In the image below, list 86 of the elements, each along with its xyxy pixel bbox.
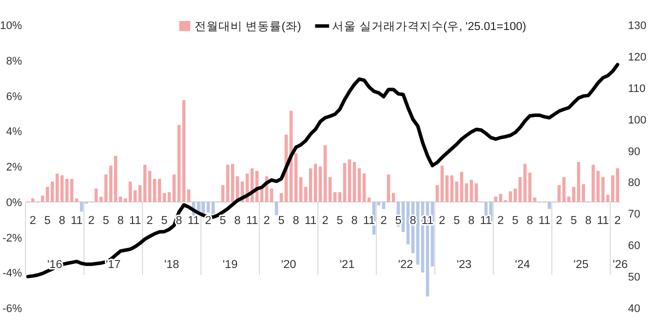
annotation: '18	[164, 259, 180, 271]
bar	[548, 202, 551, 209]
x-tick-label: 2	[322, 214, 328, 227]
bar	[557, 185, 561, 202]
bar	[138, 185, 142, 202]
x-tick-label: 11	[304, 214, 317, 227]
bar	[523, 164, 527, 202]
annotation: '25	[574, 259, 589, 271]
bar	[80, 202, 84, 212]
x-tick-label: 11	[596, 214, 609, 227]
x-tick-label: 2	[264, 214, 270, 227]
x-tick-label: 11	[363, 214, 376, 227]
bar	[31, 198, 34, 202]
x-tick-label: 8	[234, 214, 241, 227]
x-tick-label: 8	[468, 214, 475, 227]
x-tick-label: 11	[480, 214, 492, 227]
y-tick-label: -4%	[2, 268, 22, 280]
bar	[40, 196, 44, 202]
x-tick-label: 2	[30, 214, 36, 227]
y-tick-label: 0%	[6, 196, 22, 209]
annotation: '21	[340, 259, 355, 271]
x-tick-label: 2	[380, 214, 387, 227]
x-tick-label: 5	[570, 214, 577, 227]
annotation: '22	[398, 259, 414, 271]
y2-tick-label: 120	[628, 51, 646, 64]
y-tick-label: -2%	[2, 232, 22, 244]
annotation: '26	[612, 259, 628, 271]
x-tick-label: 5	[161, 214, 168, 227]
bar	[445, 175, 449, 202]
bar	[392, 193, 396, 202]
x-tick-label: 5	[44, 214, 51, 227]
y2-tick-label: 60	[628, 240, 640, 252]
x-tick-label: 5	[512, 214, 518, 227]
x-tick-label: 2	[556, 214, 562, 227]
y2-tick-label: 70	[628, 208, 640, 221]
bar	[386, 174, 390, 202]
bar	[177, 124, 181, 202]
bar	[118, 196, 122, 202]
x-tick-label: 11	[538, 214, 550, 227]
legend-label: 전월대비 변동률(좌)	[194, 21, 302, 33]
y2-tick-label: 80	[628, 177, 640, 190]
x-tick-label: 2	[146, 214, 153, 227]
annotation: '20	[281, 259, 296, 271]
x-tick-label: 5	[102, 214, 110, 227]
y-tick-label: 2%	[6, 162, 22, 174]
x-tick-label: 11	[422, 214, 434, 227]
bar	[582, 184, 586, 202]
y2-tick-label: 40	[628, 303, 640, 315]
y2-tick-label: 50	[628, 272, 640, 284]
bar	[158, 178, 162, 202]
y2-tick-label: 110	[628, 82, 646, 95]
annotation: '23	[456, 259, 472, 271]
x-tick-label: 2	[438, 214, 446, 227]
y-tick-label: 8%	[6, 55, 22, 68]
x-tick-label: 8	[351, 214, 358, 227]
y2-tick-label: 130	[628, 20, 646, 32]
legend-label: 서울 실거래가격지수(우, '25.01=100)	[332, 21, 526, 33]
x-tick-label: 8	[585, 214, 592, 227]
y-tick-label: 10%	[0, 20, 22, 32]
x-tick-label: 2	[614, 214, 621, 227]
x-tick-label: 8	[526, 214, 534, 227]
annotation: '17	[106, 259, 121, 271]
x-tick-label: 8	[58, 214, 66, 227]
y2-tick-label: 100	[628, 114, 646, 126]
annotation: '19	[222, 259, 238, 271]
x-tick-label: 5	[278, 214, 285, 227]
x-tick-label: 2	[88, 214, 94, 227]
x-tick-label: 5	[336, 214, 344, 227]
x-tick-label: 8	[292, 214, 300, 227]
y2-tick-label: 90	[628, 146, 640, 158]
bar	[464, 183, 468, 202]
x-tick-label: 2	[497, 214, 504, 227]
x-tick-label: 8	[117, 214, 124, 227]
x-tick-label: 11	[70, 214, 83, 227]
x-tick-label: 8	[410, 214, 416, 227]
x-tick-label: 11	[246, 214, 258, 227]
x-tick-label: 5	[395, 214, 402, 227]
y-tick-label: 6%	[6, 90, 22, 103]
x-tick-label: 5	[220, 214, 226, 227]
x-tick-label: 11	[188, 214, 200, 227]
x-tick-label: 5	[454, 214, 460, 227]
y-tick-label: -6%	[2, 303, 22, 315]
annotation: '24	[515, 259, 531, 271]
bar	[274, 202, 278, 216]
x-tick-label: 11	[129, 214, 142, 227]
y-tick-label: 4%	[6, 126, 22, 138]
